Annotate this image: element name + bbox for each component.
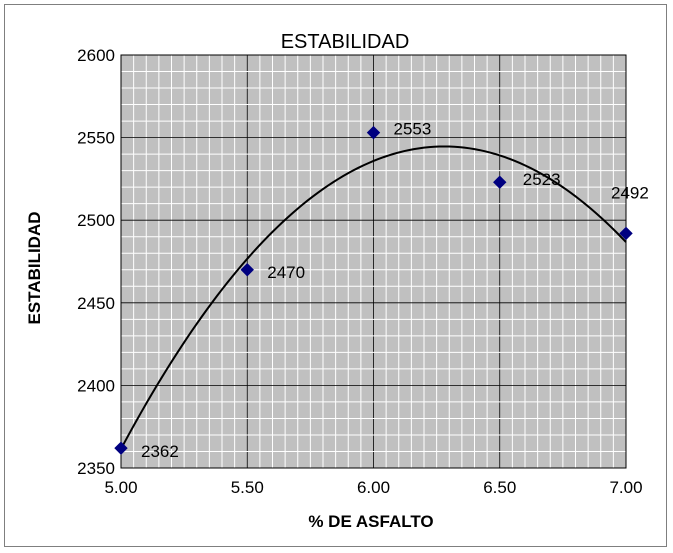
y-tick-label: 2550 — [77, 129, 115, 148]
data-point-marker — [114, 441, 128, 455]
x-tick-label: 6.50 — [483, 478, 516, 497]
data-label: 2492 — [611, 183, 649, 202]
x-tick-label: 7.00 — [609, 478, 642, 497]
data-label: 2470 — [267, 263, 305, 282]
plot-border — [120, 54, 627, 469]
data-point-marker — [240, 263, 254, 277]
trendline — [120, 145, 627, 450]
y-tick-label: 2400 — [77, 376, 115, 395]
data-point-marker — [366, 125, 381, 140]
data-label: 2523 — [523, 170, 561, 189]
y-axis-label: ESTABILIDAD — [25, 211, 44, 324]
chart-title: ESTABILIDAD — [281, 31, 410, 53]
y-tick-label: 2350 — [77, 459, 115, 478]
data-point-marker — [619, 226, 633, 241]
plot-area: 5.00 5.50 6.00 6.50 7.00 2350 2400 2450 2500 2550… — [77, 46, 649, 497]
x-axis-label: % DE ASFALTO — [308, 512, 433, 531]
y-tick-label: 2500 — [77, 211, 115, 230]
x-tick-label: 5.00 — [104, 478, 137, 497]
y-tick-label: 2600 — [77, 46, 115, 65]
data-label: 2553 — [394, 120, 432, 139]
data-point-marker — [493, 175, 507, 189]
x-tick-label: 5.50 — [231, 478, 264, 497]
x-tick-label: 6.00 — [357, 478, 390, 497]
data-label: 2362 — [141, 442, 179, 461]
y-tick-label: 2450 — [77, 294, 115, 313]
